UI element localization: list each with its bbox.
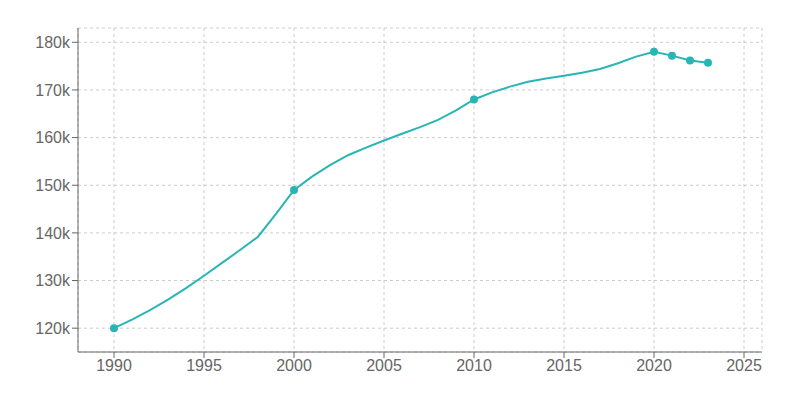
svg-text:150k: 150k [35, 177, 71, 194]
svg-text:2015: 2015 [546, 357, 582, 374]
svg-text:160k: 160k [35, 129, 71, 146]
svg-text:2005: 2005 [366, 357, 402, 374]
svg-text:1995: 1995 [186, 357, 222, 374]
svg-text:2000: 2000 [276, 357, 312, 374]
svg-text:2025: 2025 [726, 357, 762, 374]
svg-text:2010: 2010 [456, 357, 492, 374]
svg-text:2020: 2020 [636, 357, 672, 374]
svg-text:130k: 130k [35, 272, 71, 289]
svg-text:1990: 1990 [96, 357, 132, 374]
svg-text:170k: 170k [35, 82, 71, 99]
svg-text:180k: 180k [35, 34, 71, 51]
svg-text:120k: 120k [35, 320, 71, 337]
svg-text:140k: 140k [35, 225, 71, 242]
